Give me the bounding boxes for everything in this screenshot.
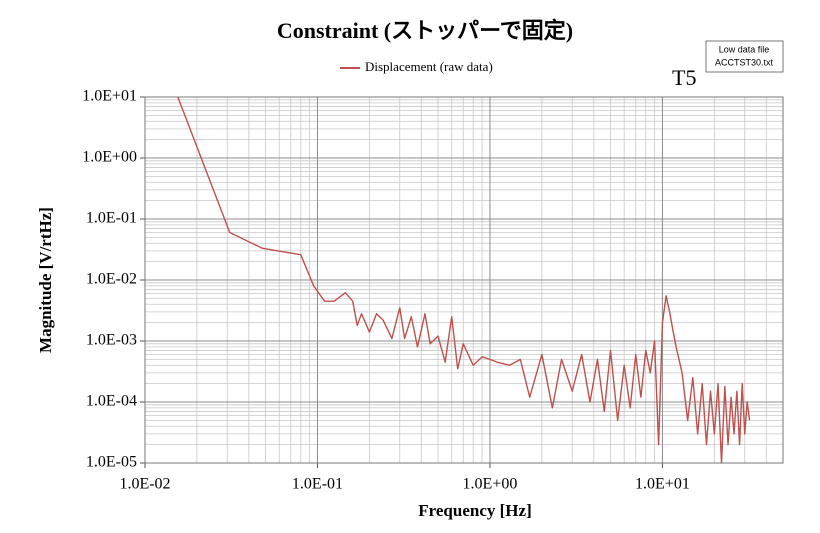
annotation: T5: [672, 65, 696, 90]
file-note: Low data file: [719, 44, 770, 54]
y-tick-label: 1.0E-01: [86, 210, 137, 227]
y-axis-label: Magnitude [V/rtHz]: [36, 207, 55, 353]
x-tick-label: 1.0E-02: [119, 476, 170, 493]
file-note: ACCTST30.txt: [715, 57, 774, 67]
file-note-box: [705, 40, 784, 73]
y-tick-label: 1.0E+01: [82, 88, 137, 105]
chart-title: Constraint (ストッパーで固定): [277, 18, 573, 43]
data-line: [177, 96, 751, 464]
plot-frame: [144, 96, 784, 464]
legend-label: Displacement (raw data): [365, 59, 493, 74]
y-tick-label: 1.0E-05: [86, 454, 137, 471]
x-tick-label: 1.0E-01: [292, 476, 343, 493]
x-tick-label: 1.0E+00: [463, 476, 518, 493]
x-tick-label: 1.0E+01: [635, 476, 690, 493]
y-tick-label: 1.0E+00: [82, 149, 137, 166]
y-tick-label: 1.0E-02: [86, 271, 137, 288]
y-tick-label: 1.0E-04: [86, 393, 137, 410]
y-tick-label: 1.0E-03: [86, 332, 137, 349]
x-axis-label: Frequency [Hz]: [418, 501, 531, 520]
